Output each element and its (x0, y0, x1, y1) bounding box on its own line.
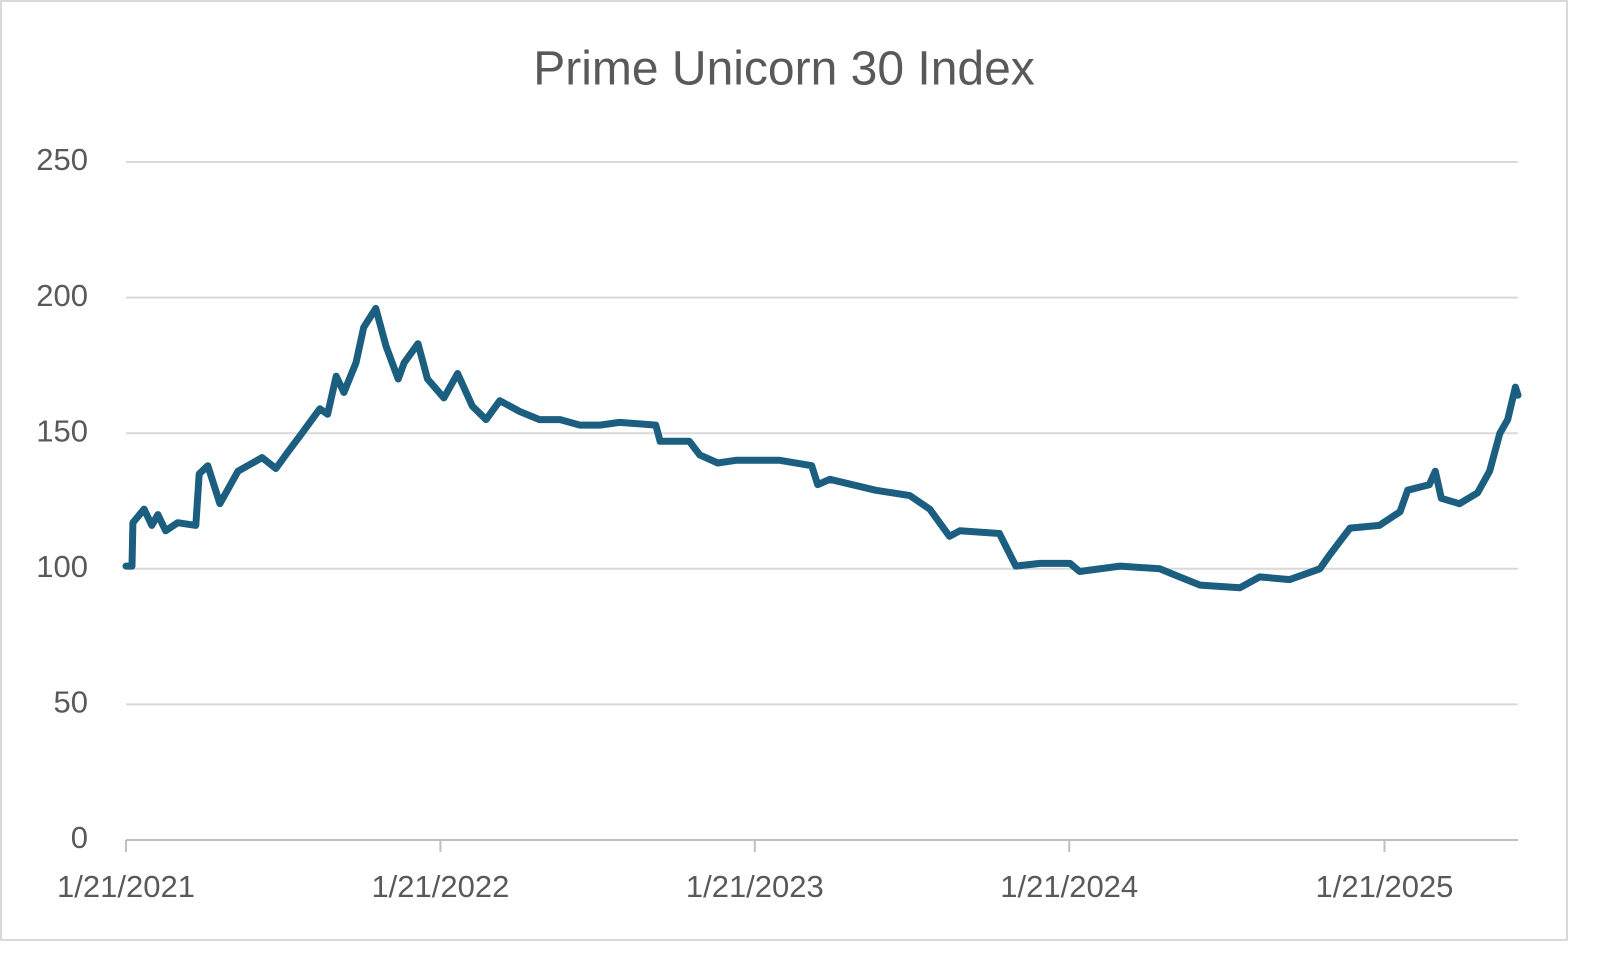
x-tick-label: 1/21/2022 (371, 869, 509, 904)
x-tick-label: 1/21/2024 (1000, 869, 1138, 904)
x-tick-label: 1/21/2025 (1316, 869, 1454, 904)
y-tick-label: 150 (36, 413, 88, 448)
y-tick-label: 100 (36, 549, 88, 584)
x-tick-label: 1/21/2023 (686, 869, 824, 904)
y-tick-label: 50 (54, 685, 88, 720)
y-tick-label: 250 (36, 142, 88, 177)
y-tick-label: 0 (71, 820, 88, 855)
x-tick-label: 1/21/2021 (57, 869, 195, 904)
chart-border (0, 0, 1568, 941)
index-line (122, 304, 1522, 592)
chart-title: Prime Unicorn 30 Index (533, 43, 1035, 96)
y-tick-label: 200 (36, 278, 88, 313)
